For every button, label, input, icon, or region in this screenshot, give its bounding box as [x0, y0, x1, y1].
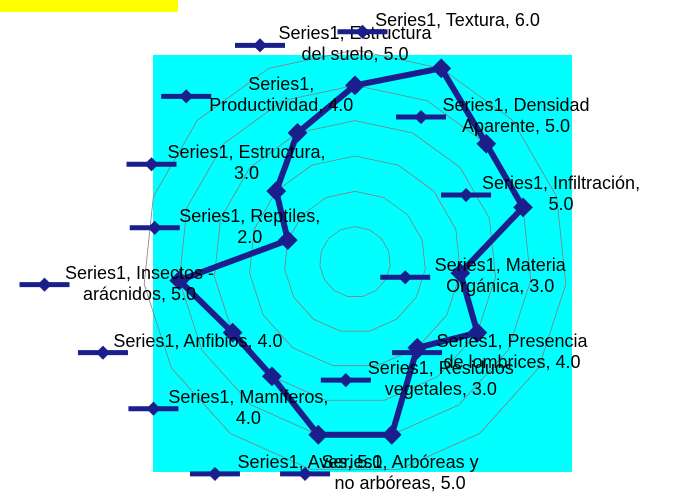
marker	[450, 263, 471, 283]
data-label: Series1, Mamiferos, 4.0	[168, 386, 329, 428]
data-label-box: Series1, Presencia de lombrices, 4.0	[436, 330, 588, 372]
legend-key-marker	[355, 24, 370, 39]
data-label-box: Series1, Anfibios, 4.0	[113, 330, 283, 351]
marker	[467, 322, 488, 343]
data-label-box: Series1, Reptiles, 2.0	[179, 205, 321, 247]
data-label: Series1, Arbóreas y no arbóreas, 5.0	[321, 451, 479, 493]
legend-key-marker	[144, 157, 159, 172]
data-label-box: Series1, Textura, 6.0	[375, 9, 540, 30]
marker	[431, 58, 452, 79]
data-label: Series1, Textura, 6.0	[375, 9, 540, 30]
marker	[381, 424, 402, 445]
data-label: Series1, Estructura, 3.0	[167, 142, 326, 184]
legend-key-marker	[338, 373, 353, 388]
data-label-box: Series1, Estructura, 3.0	[167, 142, 326, 184]
marker	[277, 230, 298, 251]
legend-key-marker	[95, 345, 111, 360]
legend-key-marker	[297, 466, 313, 482]
data-label-box: Series1, Mamiferos, 4.0	[168, 386, 329, 428]
grid-ring	[284, 190, 426, 332]
marker	[407, 337, 428, 358]
data-label: Series1, Productividad, 4.0	[209, 74, 354, 116]
legend-key-marker	[147, 220, 162, 235]
data-label: Series1, Residuos vegetales, 3.0	[367, 358, 514, 400]
data-label: Series1, Materia Orgánica, 3.0	[434, 255, 566, 297]
legend-key-marker	[413, 109, 429, 125]
data-label: Series1, Anfibios, 4.0	[113, 330, 283, 351]
data-label: Series1, Insectos - arácnidos, 5.0	[64, 262, 215, 304]
marker	[222, 322, 243, 343]
data-label: Series1, Aves, 5.0	[237, 451, 383, 472]
marker	[262, 366, 282, 387]
marker	[287, 122, 308, 143]
data-label: Series1, Presencia de lombrices, 4.0	[436, 330, 588, 372]
legend-key-marker	[207, 466, 223, 482]
title-box	[0, 0, 178, 12]
legend-key-marker	[37, 277, 52, 292]
legend-key-marker	[458, 187, 474, 203]
data-label-box: Series1, Arbóreas y no arbóreas, 5.0	[321, 451, 479, 493]
grid-ring	[143, 49, 567, 470]
data-label-box: Series1, Materia Orgánica, 3.0	[434, 255, 566, 297]
legend-key-marker	[398, 270, 413, 285]
data-label-box: Series1, Residuos vegetales, 3.0	[367, 358, 514, 400]
marker	[345, 75, 365, 96]
data-label-box: Series1, Insectos - arácnidos, 5.0	[64, 262, 215, 304]
data-label-box: Series1, Infiltración, 5.0	[482, 173, 641, 215]
marker	[266, 181, 287, 201]
marker	[308, 424, 329, 445]
legend-key-marker	[146, 401, 161, 416]
data-label: Series1, Reptiles, 2.0	[179, 205, 321, 247]
marker	[169, 270, 190, 291]
legend-key-marker	[252, 38, 268, 53]
grid-ring	[249, 155, 461, 367]
series-line	[176, 65, 527, 438]
data-label-box: Series1, Aves, 5.0	[237, 451, 383, 472]
marker	[476, 133, 497, 154]
data-label: Series1, Infiltración, 5.0	[482, 173, 641, 215]
data-label-box: Series1, Productividad, 4.0	[209, 74, 354, 116]
data-label-box: Series1, Densidad Aparente, 5.0	[442, 95, 590, 137]
data-label: Series1, Densidad Aparente, 5.0	[442, 95, 590, 137]
grid-ring	[319, 226, 391, 297]
